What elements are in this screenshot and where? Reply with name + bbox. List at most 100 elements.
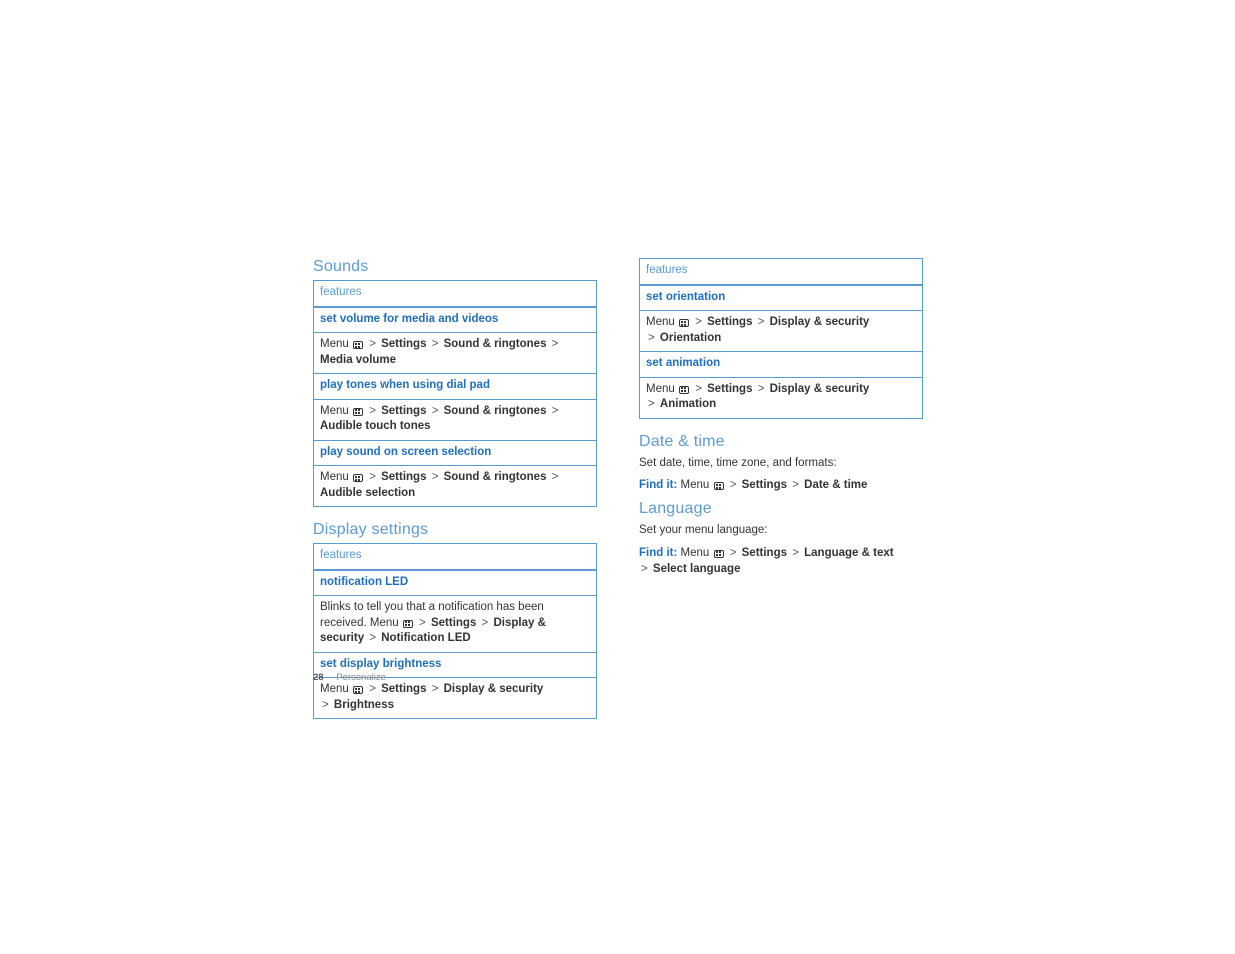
language-description: Set your menu language: <box>639 522 923 539</box>
nav-path: Menu > Settings > Sound & ringtones > Me… <box>314 333 597 374</box>
table-row: Blinks to tell you that a notification h… <box>314 596 597 653</box>
display-settings-heading: Display settings <box>313 521 597 539</box>
datetime-description: Set date, time, time zone, and formats: <box>639 455 923 472</box>
nav-path: Blinks to tell you that a notification h… <box>314 596 597 653</box>
path-separator: > <box>550 405 561 417</box>
path-step: Brightness <box>334 699 394 711</box>
path-separator: > <box>550 471 561 483</box>
menu-label: Menu <box>681 547 710 559</box>
menu-grid-icon <box>353 341 363 349</box>
path-separator: > <box>367 683 378 695</box>
path-step: Settings <box>431 617 476 629</box>
feature-title: set volume for media and videos <box>320 312 590 328</box>
menu-grid-icon <box>679 319 689 327</box>
find-it-label: Find it: <box>639 479 677 491</box>
path-step: Orientation <box>660 332 721 344</box>
find-it-label: Find it: <box>639 547 677 559</box>
page-footer: 28 Personalize <box>313 672 386 683</box>
table-row: set volume for media and videos <box>314 307 597 333</box>
table-row: Menu > Settings > Display & security > A… <box>640 377 923 418</box>
path-step: Settings <box>381 338 426 350</box>
table-header: features <box>314 281 597 307</box>
display-settings-table: features notification LED Blinks to tell… <box>313 543 597 719</box>
table-row: Menu > Settings > Sound & ringtones > Me… <box>314 333 597 374</box>
path-step: Settings <box>742 547 787 559</box>
path-step: Sound & ringtones <box>444 405 547 417</box>
two-column-layout: Sounds features set volume for media and… <box>313 258 923 733</box>
table-header: features <box>640 259 923 285</box>
path-step: Settings <box>381 471 426 483</box>
path-separator: > <box>367 405 378 417</box>
path-step: Sound & ringtones <box>444 471 547 483</box>
path-separator: > <box>693 383 704 395</box>
menu-grid-icon <box>714 482 724 490</box>
datetime-path: Find it: Menu > Settings > Date & time <box>639 477 923 494</box>
path-separator: > <box>728 479 739 491</box>
path-separator: > <box>417 617 428 629</box>
feature-title: play tones when using dial pad <box>320 378 590 394</box>
path-step: Display & security <box>770 316 870 328</box>
path-separator: > <box>320 699 331 711</box>
nav-path: Menu > Settings > Display & security > O… <box>640 311 923 352</box>
path-separator: > <box>639 563 650 575</box>
feature-title: set orientation <box>646 290 916 306</box>
feature-title: play sound on screen selection <box>320 445 590 461</box>
table-row: Menu > Settings > Sound & ringtones > Au… <box>314 466 597 507</box>
menu-label: Menu <box>646 383 675 395</box>
path-step: Sound & ringtones <box>444 338 547 350</box>
path-step: Settings <box>381 405 426 417</box>
path-separator: > <box>728 547 739 559</box>
table-row: Menu > Settings > Display & security > B… <box>314 678 597 719</box>
table-row: play sound on screen selection <box>314 440 597 466</box>
path-separator: > <box>756 316 767 328</box>
menu-grid-icon <box>353 686 363 694</box>
path-separator: > <box>480 617 491 629</box>
table-header: features <box>314 544 597 570</box>
table-row: play tones when using dial pad <box>314 374 597 400</box>
menu-label: Menu <box>320 683 349 695</box>
menu-grid-icon <box>353 408 363 416</box>
path-separator: > <box>646 398 657 410</box>
right-column: features set orientation Menu > Settings… <box>639 258 923 733</box>
menu-label: Menu <box>320 471 349 483</box>
menu-label: Menu <box>320 405 349 417</box>
path-step: Date & time <box>804 479 867 491</box>
table-row: notification LED <box>314 570 597 596</box>
menu-grid-icon <box>403 620 413 628</box>
table-row: set orientation <box>640 285 923 311</box>
path-separator: > <box>430 683 441 695</box>
path-separator: > <box>790 479 801 491</box>
path-separator: > <box>430 405 441 417</box>
path-step: Notification LED <box>381 632 470 644</box>
path-step: Display & security <box>770 383 870 395</box>
table-row: Menu > Settings > Display & security > O… <box>640 311 923 352</box>
path-separator: > <box>430 338 441 350</box>
table-row: set animation <box>640 352 923 378</box>
manual-page: Sounds features set volume for media and… <box>313 258 923 733</box>
path-separator: > <box>430 471 441 483</box>
path-separator: > <box>367 471 378 483</box>
nav-path: Menu > Settings > Sound & ringtones > Au… <box>314 466 597 507</box>
nav-path: Menu > Settings > Sound & ringtones > Au… <box>314 399 597 440</box>
path-step: Media volume <box>320 354 396 366</box>
nav-path: Menu > Settings > Display & security > A… <box>640 377 923 418</box>
left-column: Sounds features set volume for media and… <box>313 258 597 733</box>
page-number: 28 <box>313 672 324 683</box>
menu-grid-icon <box>714 550 724 558</box>
sounds-heading: Sounds <box>313 258 597 276</box>
datetime-heading: Date & time <box>639 433 923 451</box>
path-step: Animation <box>660 398 716 410</box>
path-step: Language & text <box>804 547 893 559</box>
path-separator: > <box>693 316 704 328</box>
nav-path: Menu > Settings > Display & security > B… <box>314 678 597 719</box>
path-step: Settings <box>707 316 752 328</box>
language-heading: Language <box>639 500 923 518</box>
menu-label: Menu <box>646 316 675 328</box>
path-step: Display & security <box>444 683 544 695</box>
menu-grid-icon <box>353 474 363 482</box>
path-step: Settings <box>381 683 426 695</box>
language-path: Find it: Menu > Settings > Language & te… <box>639 545 923 578</box>
path-step: Audible selection <box>320 487 415 499</box>
menu-grid-icon <box>679 386 689 394</box>
path-step: Select language <box>653 563 741 575</box>
